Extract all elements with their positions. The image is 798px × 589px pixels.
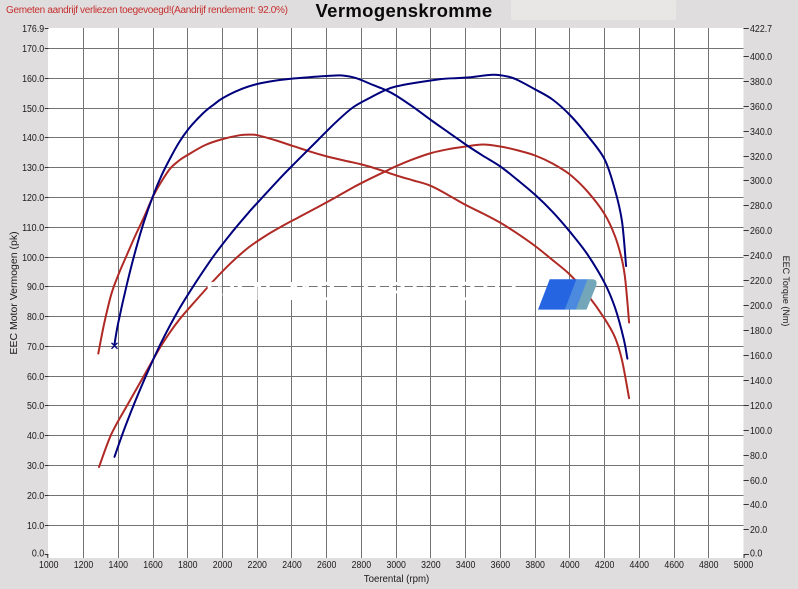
- svg-text:80.0: 80.0: [750, 451, 768, 462]
- svg-text:2600: 2600: [317, 560, 337, 571]
- svg-text:50.0: 50.0: [27, 401, 45, 412]
- svg-text:4000: 4000: [560, 560, 580, 571]
- svg-text:Toerental (rpm): Toerental (rpm): [364, 574, 430, 585]
- svg-text:380.0: 380.0: [750, 77, 772, 88]
- svg-text:2800: 2800: [352, 560, 372, 571]
- svg-text:30.0: 30.0: [27, 461, 45, 472]
- svg-text:140.0: 140.0: [22, 133, 44, 144]
- svg-text:240.0: 240.0: [750, 251, 772, 262]
- svg-text:100.0: 100.0: [22, 253, 44, 264]
- svg-text:SKN MOTORSPORT: SKN MOTORSPORT: [206, 276, 527, 306]
- svg-text:1200: 1200: [74, 560, 94, 571]
- svg-text:220.0: 220.0: [750, 276, 772, 287]
- svg-text:1400: 1400: [109, 560, 129, 571]
- svg-text:280.0: 280.0: [750, 201, 772, 212]
- svg-text:2400: 2400: [282, 560, 302, 571]
- svg-text:180.0: 180.0: [750, 326, 772, 337]
- svg-text:1800: 1800: [178, 560, 198, 571]
- svg-text:60.0: 60.0: [750, 476, 768, 487]
- svg-text:340.0: 340.0: [750, 127, 772, 138]
- svg-text:4400: 4400: [630, 560, 650, 571]
- svg-text:70.0: 70.0: [27, 342, 45, 353]
- svg-text:40.0: 40.0: [750, 500, 768, 511]
- svg-text:120.0: 120.0: [750, 401, 772, 412]
- svg-text:140.0: 140.0: [750, 376, 772, 387]
- svg-text:4600: 4600: [664, 560, 684, 571]
- svg-text:1000: 1000: [39, 560, 59, 571]
- svg-text:1600: 1600: [143, 560, 163, 571]
- svg-text:4200: 4200: [595, 560, 615, 571]
- svg-text:EEC Motor Vermogen (pk): EEC Motor Vermogen (pk): [8, 231, 20, 354]
- svg-text:20.0: 20.0: [27, 491, 45, 502]
- svg-text:360.0: 360.0: [750, 102, 772, 113]
- svg-text:0.0: 0.0: [32, 549, 45, 560]
- svg-text:40.0: 40.0: [27, 431, 45, 442]
- svg-text:Gemeten aandrijf verliezen toe: Gemeten aandrijf verliezen toegevoegd!(A…: [6, 5, 288, 16]
- svg-text:3400: 3400: [456, 560, 476, 571]
- svg-text:10.0: 10.0: [27, 521, 45, 532]
- svg-text:0.0: 0.0: [750, 549, 763, 560]
- svg-text:3000: 3000: [386, 560, 406, 571]
- svg-text:160.0: 160.0: [750, 351, 772, 362]
- svg-text:300.0: 300.0: [750, 176, 772, 187]
- svg-text:110.0: 110.0: [22, 223, 44, 234]
- svg-text:5000: 5000: [734, 560, 754, 571]
- svg-text:260.0: 260.0: [750, 226, 772, 237]
- svg-text:400.0: 400.0: [750, 52, 772, 63]
- svg-text:422.7: 422.7: [750, 24, 772, 35]
- svg-text:EEC Torque (Nm): EEC Torque (Nm): [781, 256, 791, 327]
- svg-text:200.0: 200.0: [750, 301, 772, 312]
- svg-text:150.0: 150.0: [22, 104, 44, 115]
- svg-text:100.0: 100.0: [750, 426, 772, 437]
- svg-text:80.0: 80.0: [27, 312, 45, 323]
- svg-text:3800: 3800: [525, 560, 545, 571]
- svg-text:3200: 3200: [421, 560, 441, 571]
- svg-text:Vermogenskromme: Vermogenskromme: [316, 0, 493, 21]
- svg-text:170.0: 170.0: [22, 44, 44, 55]
- svg-text:90.0: 90.0: [27, 282, 45, 293]
- svg-text:2000: 2000: [213, 560, 233, 571]
- svg-text:60.0: 60.0: [27, 372, 45, 383]
- svg-text:160.0: 160.0: [22, 74, 44, 85]
- svg-text:20.0: 20.0: [750, 525, 768, 536]
- svg-text:120.0: 120.0: [22, 193, 44, 204]
- svg-text:130.0: 130.0: [22, 163, 44, 174]
- svg-text:2200: 2200: [247, 560, 267, 571]
- svg-text:320.0: 320.0: [750, 152, 772, 163]
- svg-text:3600: 3600: [491, 560, 511, 571]
- svg-text:176.9: 176.9: [22, 24, 44, 35]
- svg-text:4800: 4800: [699, 560, 719, 571]
